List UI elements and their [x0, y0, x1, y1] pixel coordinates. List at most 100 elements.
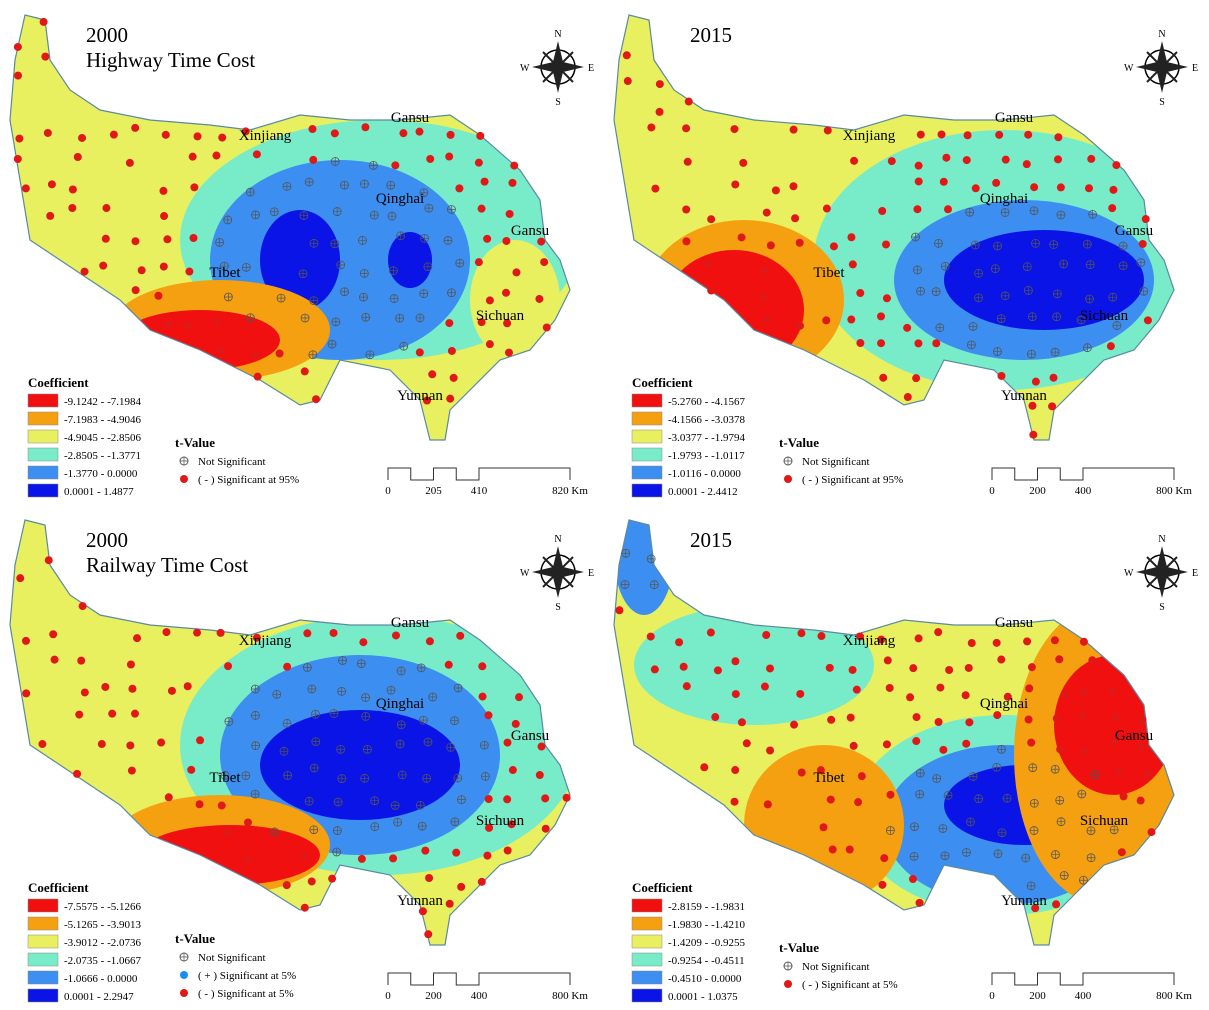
t-value-label: ( - ) Significant at 95% — [198, 474, 299, 486]
station-significant — [932, 339, 940, 347]
station-significant — [877, 312, 885, 320]
station-significant — [22, 637, 30, 645]
station-significant — [846, 845, 854, 853]
station-significant — [486, 296, 494, 304]
station-significant — [763, 315, 771, 323]
legend-swatch — [632, 953, 662, 966]
station-significant — [796, 690, 804, 698]
scale-bar — [992, 973, 1174, 985]
station-significant — [940, 178, 948, 186]
legend-label: -1.0116 - 0.0000 — [668, 468, 741, 480]
region-label: Xinjiang — [239, 633, 292, 649]
legend-title: Coefficient — [28, 880, 89, 895]
station-significant — [448, 347, 456, 355]
legend-swatch — [632, 899, 662, 912]
legend-label: -7.5575 - -5.1266 — [64, 901, 141, 913]
compass-n: N — [554, 534, 561, 545]
station-significant — [168, 687, 176, 695]
legend-swatch — [28, 971, 58, 984]
station-significant — [624, 77, 632, 85]
station-significant — [218, 134, 226, 142]
station-significant — [331, 129, 339, 137]
compass-w: W — [520, 568, 530, 579]
station-significant — [683, 682, 691, 690]
compass-s: S — [1159, 602, 1165, 613]
station-significant — [796, 322, 804, 330]
station-significant — [308, 877, 316, 885]
legend-label: -9.1242 - -7.1984 — [64, 396, 141, 408]
station-significant — [159, 187, 167, 195]
station-significant — [935, 718, 943, 726]
station-significant — [1025, 716, 1033, 724]
station-significant — [308, 125, 316, 133]
station-significant — [301, 904, 309, 912]
station-significant — [888, 157, 896, 165]
legend-swatch — [28, 989, 58, 1002]
station-significant — [214, 318, 222, 326]
station-significant — [157, 739, 165, 747]
legend-label: 0.0001 - 1.0375 — [668, 991, 738, 1003]
station-significant — [791, 214, 799, 222]
legend-label: -5.1265 - -3.9013 — [64, 919, 141, 931]
station-significant — [934, 628, 942, 636]
station-significant — [992, 179, 1000, 187]
region-label: Gansu — [995, 615, 1034, 631]
station-significant — [972, 184, 980, 192]
station-significant — [447, 131, 455, 139]
panel-title: 2015 — [690, 23, 732, 47]
station-significant — [965, 664, 973, 672]
station-significant — [512, 268, 520, 276]
station-significant — [827, 716, 835, 724]
station-significant — [276, 349, 284, 357]
station-significant — [962, 740, 970, 748]
t-value-symbol — [784, 980, 792, 988]
station-significant — [162, 131, 170, 139]
station-significant — [739, 159, 747, 167]
station-significant — [993, 639, 1001, 647]
station-significant — [81, 268, 89, 276]
region-label: Gansu — [391, 110, 430, 126]
station-significant — [883, 740, 891, 748]
station-significant — [456, 632, 464, 640]
station-significant — [760, 293, 768, 301]
legend-label: -1.3770 - 0.0000 — [64, 468, 138, 480]
station-significant — [196, 800, 204, 808]
region-label: Sichuan — [1080, 813, 1129, 829]
station-significant — [1108, 686, 1116, 694]
station-significant — [69, 186, 77, 194]
t-value-label: ( - ) Significant at 5% — [198, 988, 294, 1000]
station-significant — [1080, 638, 1088, 646]
coefficient-zone — [614, 495, 674, 615]
station-significant — [1112, 161, 1120, 169]
legend-swatch — [632, 448, 662, 461]
station-significant — [903, 324, 911, 332]
station-significant — [912, 374, 920, 382]
scale-label: 800 Km — [1156, 990, 1192, 1002]
t-value-label: ( - ) Significant at 95% — [802, 474, 903, 486]
station-significant — [132, 286, 140, 294]
station-significant — [1024, 131, 1032, 139]
compass-w: W — [520, 63, 530, 74]
station-significant — [1111, 713, 1119, 721]
scale-bar — [388, 973, 570, 985]
station-significant — [824, 126, 832, 134]
station-significant — [445, 319, 453, 327]
t-value-label: Not Significant — [802, 961, 870, 973]
station-significant — [847, 316, 855, 324]
station-significant — [1061, 691, 1069, 699]
station-significant — [730, 125, 738, 133]
t-value-label: ( + ) Significant at 5% — [198, 970, 296, 982]
station-significant — [184, 321, 192, 329]
station-significant — [1023, 637, 1031, 645]
station-significant — [965, 718, 973, 726]
station-significant — [154, 292, 162, 300]
station-significant — [446, 900, 454, 908]
station-significant — [916, 899, 924, 907]
region-label: Qinghai — [980, 696, 1028, 712]
region-label: Qinghai — [980, 191, 1028, 207]
station-significant — [45, 556, 53, 564]
scale-label: 0 — [385, 990, 391, 1002]
station-significant — [102, 204, 110, 212]
station-significant — [160, 212, 168, 220]
station-significant — [731, 657, 739, 665]
